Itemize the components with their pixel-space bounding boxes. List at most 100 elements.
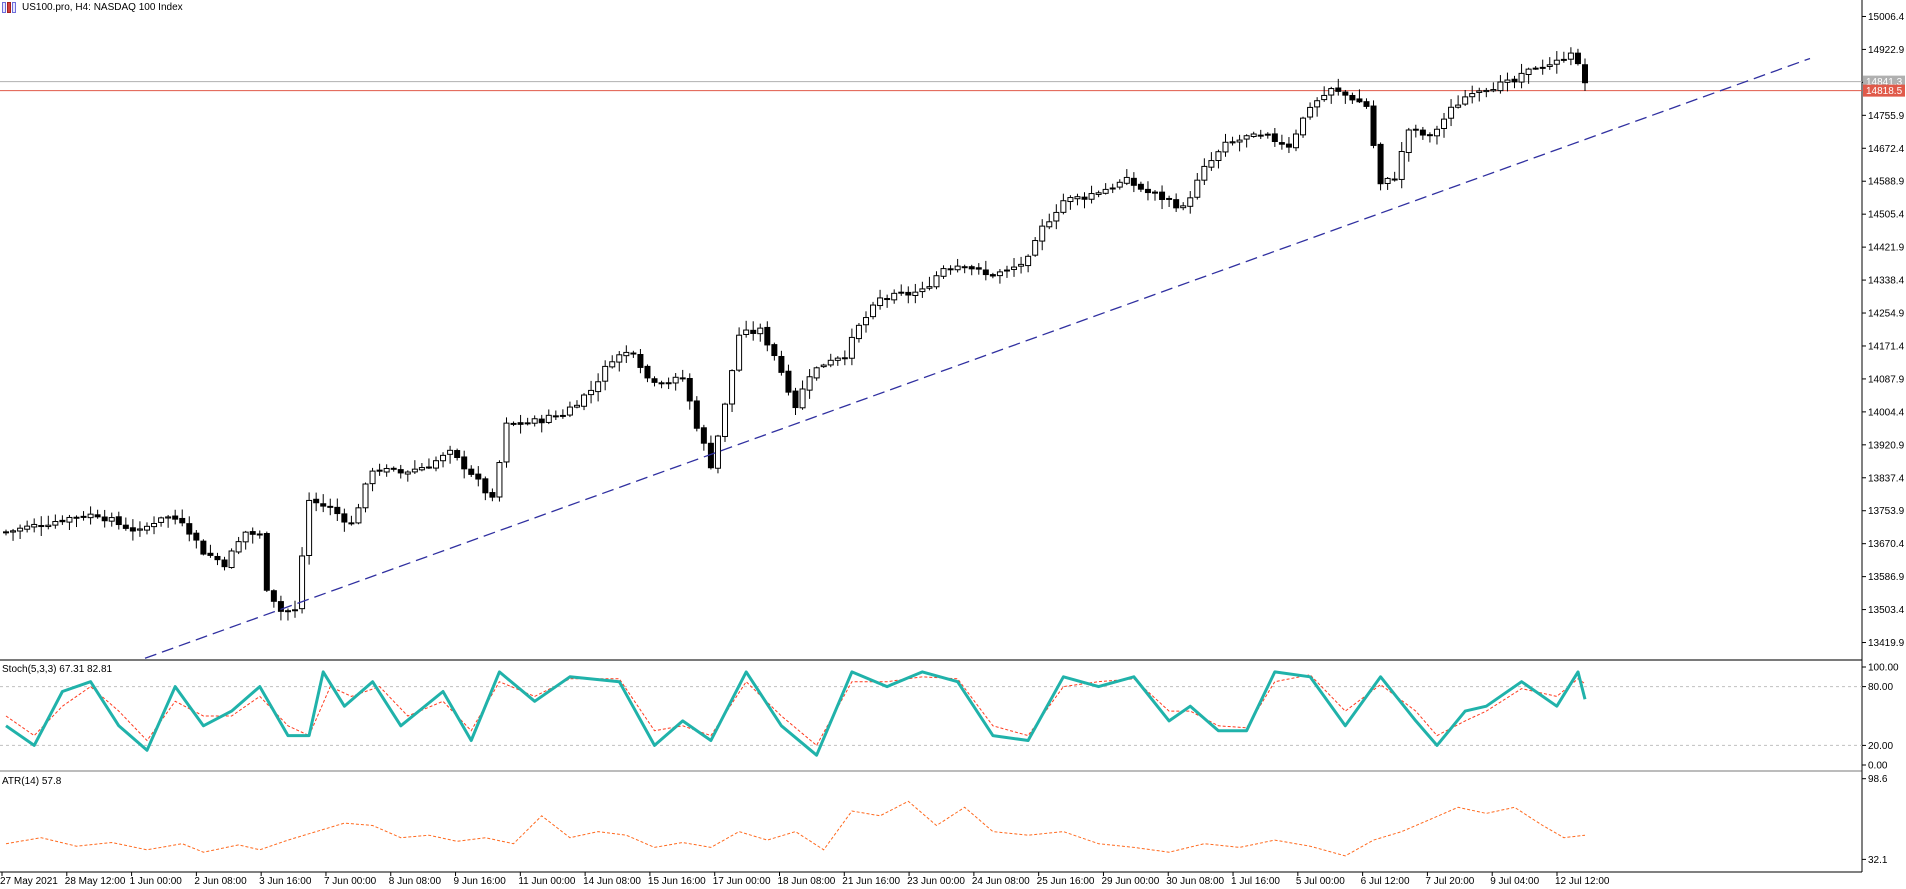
candle-body [1243, 135, 1250, 140]
candle [1518, 63, 1525, 89]
candle-body [827, 359, 834, 366]
candle [313, 492, 320, 512]
candle-body [1194, 179, 1201, 198]
candle-body [855, 324, 862, 340]
candle-body [1518, 72, 1525, 83]
candle [975, 263, 982, 275]
candle-body [1582, 64, 1588, 84]
candle-body [158, 517, 165, 523]
candle-body [1130, 177, 1137, 186]
candle-body [1271, 133, 1278, 143]
time-tick-label: 12 Jul 12:00 [1555, 876, 1610, 887]
candle [200, 539, 207, 556]
candle-body [17, 527, 24, 532]
price-tick-label: 14087.9 [1868, 374, 1905, 385]
candle-body [729, 370, 736, 405]
candle [566, 401, 573, 418]
candle [263, 531, 270, 593]
time-tick-label: 6 Jul 12:00 [1361, 876, 1410, 887]
candle [306, 492, 313, 565]
candle-body [242, 531, 249, 543]
candle-body [1300, 117, 1307, 136]
candle [912, 283, 919, 304]
candle-body [1335, 87, 1342, 92]
candle-body [1405, 129, 1412, 154]
candle-body [736, 334, 743, 371]
candle-body [630, 352, 637, 355]
candle-body [1095, 192, 1102, 195]
candle [1342, 89, 1349, 104]
candle-body [313, 498, 320, 504]
candle [1292, 129, 1299, 152]
candle-body [679, 377, 686, 380]
candle-body [52, 521, 59, 526]
candle [1307, 102, 1314, 120]
time-tick-label: 30 Jun 08:00 [1166, 876, 1224, 887]
candle [538, 414, 545, 433]
candle-body [411, 468, 418, 473]
candle-body [256, 533, 263, 536]
candle [1525, 67, 1532, 84]
candle [679, 369, 686, 382]
time-tick-label: 25 Jun 16:00 [1037, 876, 1095, 887]
candle [1412, 124, 1419, 138]
candle-body [651, 378, 658, 383]
atr-line [5, 800, 1586, 857]
candle-body [1497, 81, 1504, 92]
candle [17, 524, 24, 539]
candle-body [200, 540, 207, 555]
candle [1370, 100, 1377, 149]
candle [1553, 51, 1560, 74]
candle [1039, 219, 1046, 251]
candle-body [1159, 191, 1166, 200]
candle [193, 530, 200, 549]
candle [1060, 193, 1067, 215]
candle [771, 342, 778, 361]
candle [898, 284, 905, 296]
price-tag-bg [1863, 84, 1905, 97]
price-tick-label: 14922.9 [1868, 45, 1905, 56]
candle-body [926, 286, 933, 289]
candle-body [1208, 160, 1215, 168]
stoch-main-line [5, 670, 1587, 757]
candle [1419, 126, 1426, 140]
candle [24, 520, 31, 533]
time-tick-label: 29 Jun 00:00 [1101, 876, 1159, 887]
candle [722, 402, 729, 442]
candle [1137, 181, 1144, 192]
candle-body [355, 507, 362, 524]
candle [884, 294, 891, 308]
candle [1335, 78, 1342, 96]
price-tick-label: 13503.4 [1868, 605, 1905, 616]
candle-body [848, 336, 855, 359]
candle-body [947, 268, 954, 271]
candle [827, 353, 834, 368]
candle [996, 269, 1003, 284]
candle [926, 276, 933, 291]
candle [778, 350, 785, 376]
stoch-tick-label: 80.00 [1868, 682, 1893, 693]
candle [1391, 171, 1398, 182]
price-tick-label: 13753.9 [1868, 506, 1905, 517]
candle [355, 503, 362, 525]
candle-body [862, 317, 869, 326]
candle [820, 363, 827, 368]
candle [10, 528, 17, 541]
price-tick-label: 14588.9 [1868, 177, 1905, 188]
candle-body [101, 516, 108, 522]
candle [1187, 191, 1194, 214]
candle [94, 509, 101, 519]
candle [1208, 152, 1215, 171]
candle-body [1032, 240, 1039, 256]
candle [418, 462, 425, 472]
candle-body [1264, 133, 1271, 136]
candle-body [1088, 193, 1095, 200]
candle-body [1060, 200, 1067, 213]
candle-body [933, 275, 940, 288]
candle [524, 417, 531, 426]
candle [1109, 183, 1116, 194]
candle-body [1285, 143, 1292, 148]
candle [143, 522, 150, 535]
candle-body [270, 590, 277, 602]
